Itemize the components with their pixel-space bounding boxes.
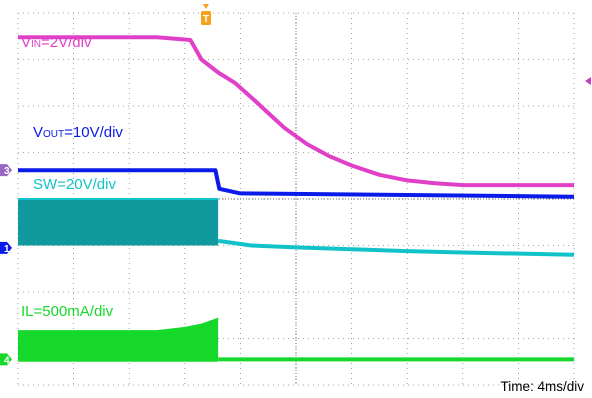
trigger-label: T: [203, 14, 209, 25]
trigger-arrow-icon: [203, 4, 209, 9]
series-label-sub: OUT: [43, 129, 64, 140]
trace-2: [18, 168, 575, 199]
series-label-sub: IN: [31, 39, 41, 50]
trace-3: [217, 238, 575, 257]
trigger-box: [201, 11, 211, 25]
trigger-marker: T: [201, 4, 211, 25]
ch4-marker-label: 4: [4, 355, 10, 366]
channel-labels: VIN=2V/divVOUT=10V/divSW=20V/divIL=500mA…: [21, 34, 123, 320]
traces: [18, 35, 575, 362]
time-per-div-label: Time: 4ms/div: [500, 379, 584, 394]
series-label-1: VIN=2V/div: [21, 34, 92, 51]
ch3-marker: [0, 164, 12, 177]
il-ripple-band: [18, 317, 219, 362]
series-label-main: V: [21, 34, 31, 51]
channel-markers: 3 1 4: [0, 164, 12, 366]
arrow-left-icon: [585, 77, 591, 85]
ch3-marker-label: 3: [4, 166, 10, 177]
series-label-main: SW=20V/div: [33, 176, 116, 193]
ch1-marker-label: 1: [4, 244, 10, 255]
series-label-2: VOUT=10V/div: [33, 124, 123, 141]
series-label-main: V: [33, 124, 43, 141]
sw-switching-burst: [18, 199, 219, 246]
series-label-3: SW=20V/div: [33, 176, 116, 193]
series-label-4: IL=500mA/div: [21, 303, 114, 320]
series-label-rest: =10V/div: [64, 124, 123, 141]
ch1-marker: [0, 241, 12, 254]
ch4-marker: [0, 353, 12, 366]
series-label-rest: =2V/div: [41, 34, 92, 51]
series-label-main: IL=500mA/div: [21, 303, 114, 320]
trace-1: [18, 35, 574, 188]
right-edge-marker: [585, 77, 591, 85]
